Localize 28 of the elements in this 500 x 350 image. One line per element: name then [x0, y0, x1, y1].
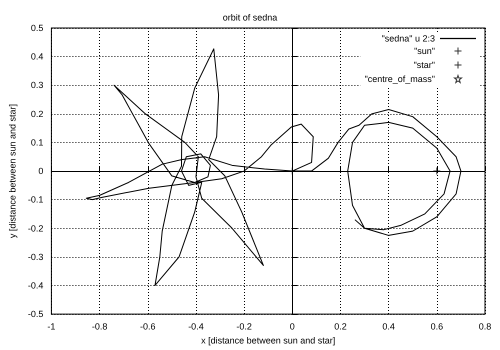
x-tick-label: -1 [47, 322, 56, 332]
legend-label: "sun" [414, 46, 435, 56]
x-tick-label: 0.4 [382, 322, 395, 332]
x-tick-label: 0 [290, 322, 295, 332]
y-tick-label: -0.2 [28, 223, 44, 234]
y-tick-label: -0.4 [28, 280, 44, 290]
x-tick-label: 0.8 [478, 322, 492, 332]
legend-label: "centre_of_mass" [364, 74, 435, 84]
y-tick-label: 0.4 [30, 52, 44, 62]
y-tick-label: -0.5 [28, 309, 44, 320]
legend-label: "sedna" u 2:3 [382, 34, 435, 44]
y-tick-label: 0.5 [30, 23, 44, 33]
y-axis-title: y [distance between sun and star] [8, 104, 18, 238]
y-tick-label: 0.1 [30, 137, 44, 148]
x-tick-label: -0.4 [188, 322, 204, 332]
x-tick-label: 0.2 [334, 322, 347, 332]
y-tick-label: 0.2 [30, 108, 44, 119]
x-axis-title: x [distance between sun and star] [201, 336, 336, 346]
y-tick-label: -0.3 [28, 252, 44, 262]
x-tick-label: -0.2 [236, 322, 252, 332]
legend-label: "star" [414, 60, 435, 70]
x-tick-label: 0.6 [430, 322, 444, 332]
x-tick-label: -0.8 [92, 322, 108, 332]
y-tick-label: 0.3 [30, 80, 44, 90]
y-tick-label: -0.1 [28, 194, 44, 205]
y-tick-label: 0 [38, 166, 44, 176]
x-tick-label: -0.6 [140, 322, 156, 332]
chart-title: orbit of sedna [222, 12, 278, 22]
